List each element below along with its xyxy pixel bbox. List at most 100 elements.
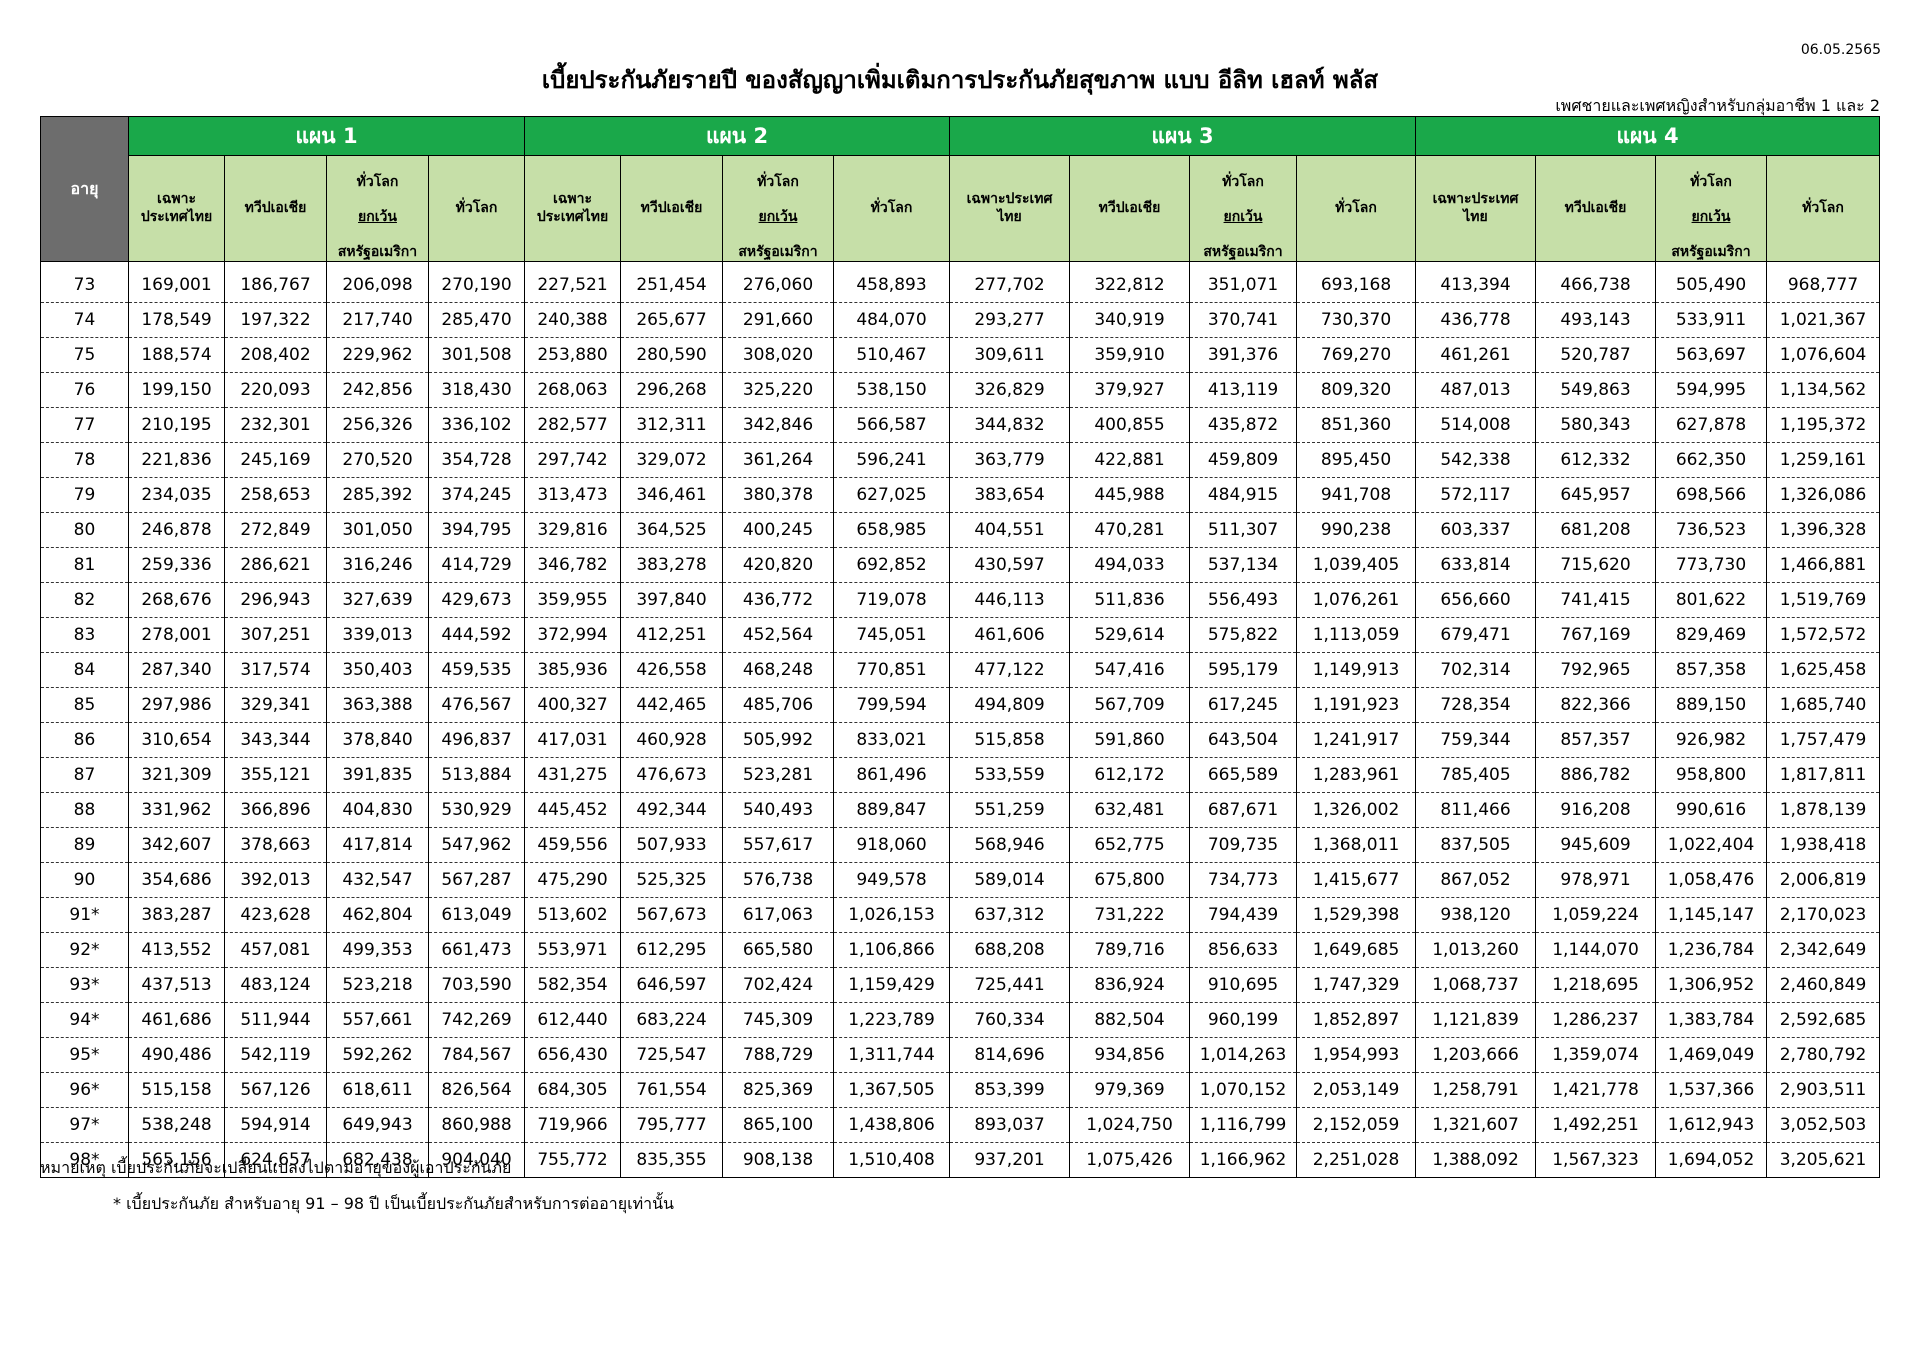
premium-cell: 2,592,685 [1766,1002,1880,1038]
premium-cell: 792,965 [1535,652,1656,688]
premium-cell: 829,469 [1655,617,1767,653]
premium-cell: 1,878,139 [1766,792,1880,828]
page-title: เบี้ยประกันภัยรายปี ของสัญญาเพิ่มเติมการ… [541,66,1379,94]
premium-cell: 483,124 [224,967,327,1003]
premium-cell: 1,145,147 [1655,897,1767,933]
age-cell: 79 [40,477,129,513]
premium-cell: 960,199 [1189,1002,1297,1038]
premium-cell: 990,616 [1655,792,1767,828]
premium-cell: 889,150 [1655,687,1767,723]
premium-cell: 1,685,740 [1766,687,1880,723]
premium-cell: 568,946 [949,827,1070,863]
premium-cell: 553,971 [524,932,621,968]
table-row: 84 287,340 317,574 350,403 459,535 385,936 426… [40,652,1880,688]
col-asia: ทวีปเอเชีย [620,155,723,262]
premium-cell: 484,070 [833,302,950,338]
premium-cell: 310,654 [128,722,225,758]
premium-cell: 515,158 [128,1072,225,1108]
col-worldwide-ex-us: ทั่วโลก ยกเว้น สหรัฐอเมริกา [326,155,429,262]
premium-cell: 656,660 [1415,582,1536,618]
plan-4-header: แผน 4 [1415,116,1880,156]
age-cell: 75 [40,337,129,373]
premium-cell: 627,878 [1655,407,1767,443]
premium-cell: 770,851 [833,652,950,688]
premium-cell: 658,985 [833,512,950,548]
premium-cell: 1,191,923 [1296,687,1416,723]
premium-cell: 540,493 [722,792,834,828]
premium-cell: 1,070,152 [1189,1072,1297,1108]
premium-cell: 317,574 [224,652,327,688]
premium-cell: 1,121,839 [1415,1002,1536,1038]
premium-cell: 1,529,398 [1296,897,1416,933]
premium-cell: 837,505 [1415,827,1536,863]
table-row: 81 259,336 286,621 316,246 414,729 346,782 383… [40,547,1880,583]
premium-cell: 1,106,866 [833,932,950,968]
premium-cell: 383,654 [949,477,1070,513]
premium-cell: 745,309 [722,1002,834,1038]
premium-cell: 496,837 [428,722,525,758]
premium-cell: 822,366 [1535,687,1656,723]
col-worldwide-ex-us-line3: สหรัฐอเมริกา [337,243,418,260]
premium-cell: 565,156 [128,1142,225,1178]
premium-cell: 857,357 [1535,722,1656,758]
premium-cell: 245,169 [224,442,327,478]
premium-cell: 374,245 [428,477,525,513]
premium-cell: 363,388 [326,687,429,723]
table-row: 97* 538,248 594,914 649,943 860,988 719,966 79… [40,1107,1880,1143]
col-worldwide: ทั่วโลก [833,155,950,262]
age-cell: 88 [40,792,129,828]
age-cell: 83 [40,617,129,653]
premium-cell: 1,326,002 [1296,792,1416,828]
premium-cell: 529,614 [1069,617,1190,653]
premium-cell: 1,747,329 [1296,967,1416,1003]
premium-cell: 755,772 [524,1142,621,1178]
table-row: 82 268,676 296,943 327,639 429,673 359,955 397… [40,582,1880,618]
premium-cell: 2,006,819 [1766,862,1880,898]
premium-cell: 867,052 [1415,862,1536,898]
age-cell: 77 [40,407,129,443]
premium-cell: 612,332 [1535,442,1656,478]
premium-cell: 336,102 [428,407,525,443]
premium-cell: 431,275 [524,757,621,793]
premium-cell: 1,283,961 [1296,757,1416,793]
col-worldwide-ex-us-line2: ยกเว้น [358,208,397,225]
age-cell: 92* [40,932,129,968]
premium-cell: 662,350 [1655,442,1767,478]
premium-cell: 234,035 [128,477,225,513]
premium-cell: 169,001 [128,268,225,303]
premium-cell: 566,587 [833,407,950,443]
premium-cell: 343,344 [224,722,327,758]
premium-cell: 270,520 [326,442,429,478]
premium-cell: 542,119 [224,1037,327,1073]
premium-cell: 423,628 [224,897,327,933]
age-header: อายุ [40,116,129,262]
premium-cell: 511,836 [1069,582,1190,618]
premium-cell: 461,606 [949,617,1070,653]
premium-cell: 361,264 [722,442,834,478]
premium-cell: 687,671 [1189,792,1297,828]
premium-cell: 282,577 [524,407,621,443]
premium-cell: 475,290 [524,862,621,898]
premium-cell: 346,461 [620,477,723,513]
premium-cell: 312,311 [620,407,723,443]
premium-cell: 1,321,607 [1415,1107,1536,1143]
premium-cell: 567,673 [620,897,723,933]
col-worldwide-ex-us-line2: ยกเว้น [1691,208,1731,225]
premium-cell: 514,008 [1415,407,1536,443]
col-worldwide-ex-us-line2: ยกเว้น [1223,208,1263,225]
age-cell: 96* [40,1072,129,1108]
age-cell: 87 [40,757,129,793]
premium-cell: 637,312 [949,897,1070,933]
plan-2-header: แผน 2 [524,116,950,156]
table-row: 74 178,549 197,322 217,740 285,470 240,388 265… [40,302,1880,338]
premium-cell: 549,863 [1535,372,1656,408]
col-asia: ทวีปเอเชีย [1069,155,1190,262]
table-row: 89 342,607 378,663 417,814 547,962 459,556 507… [40,827,1880,863]
premium-cell: 2,053,149 [1296,1072,1416,1108]
premium-cell: 459,556 [524,827,621,863]
premium-cell: 461,686 [128,1002,225,1038]
table-row: 91* 383,287 423,628 462,804 613,049 513,602 56… [40,897,1880,933]
premium-cell: 643,504 [1189,722,1297,758]
premium-cell: 301,508 [428,337,525,373]
premium-cell: 908,138 [722,1142,834,1178]
